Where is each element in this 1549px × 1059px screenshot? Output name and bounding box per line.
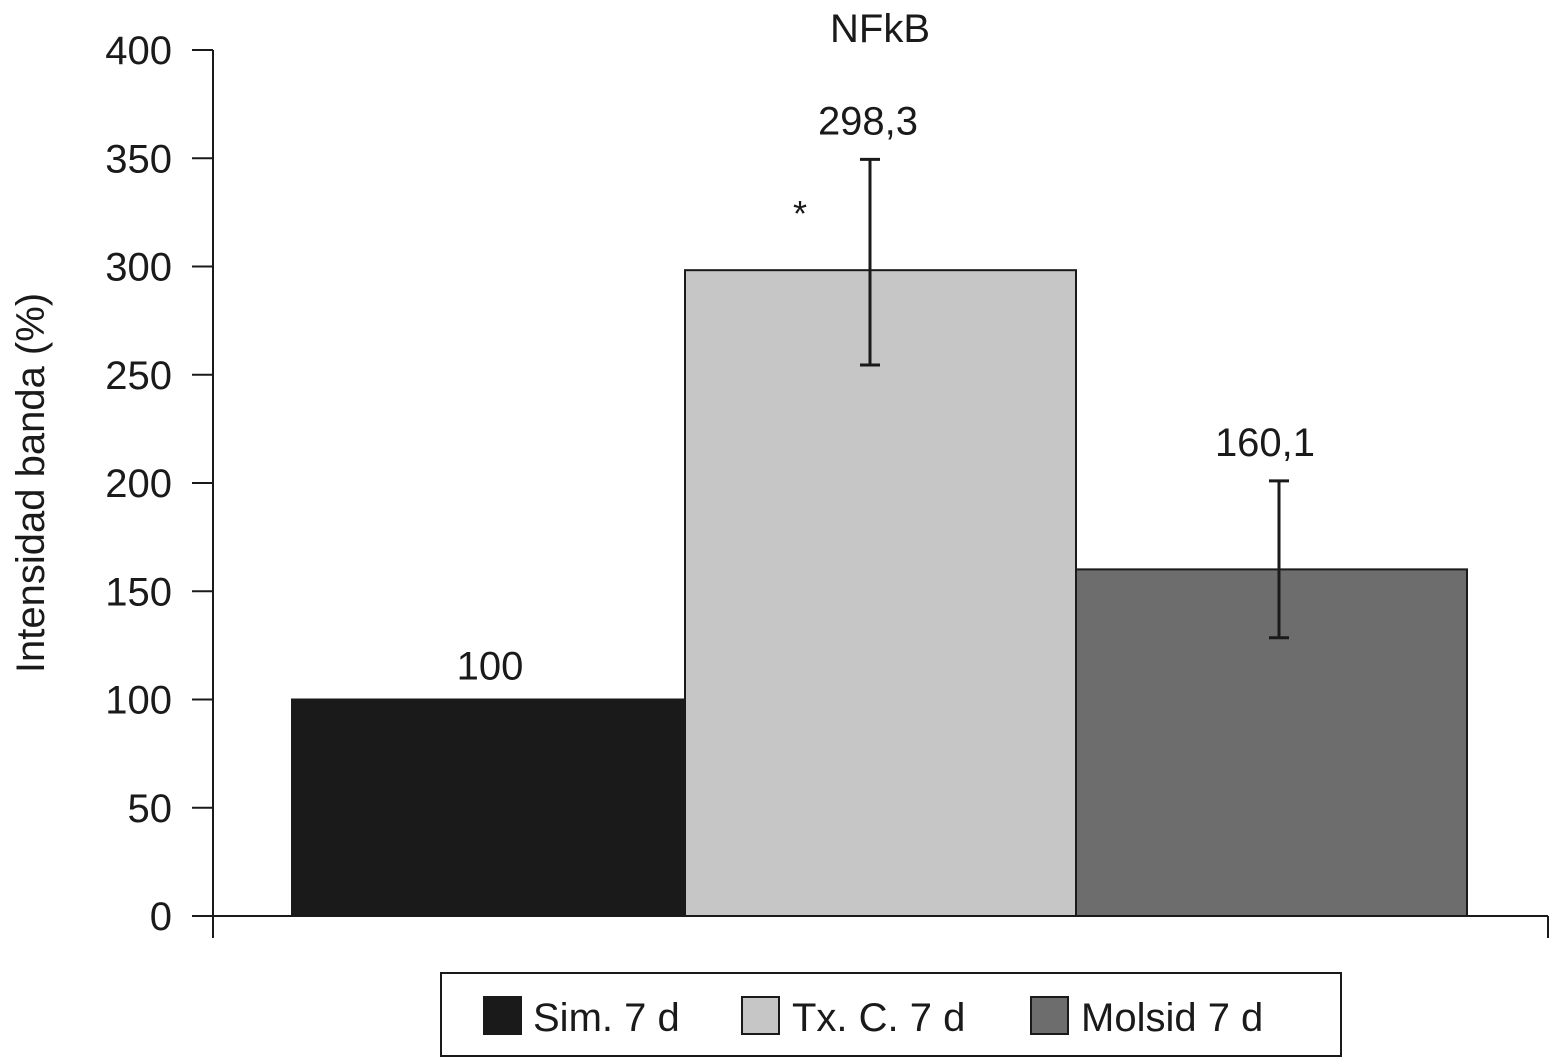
y-tick-label: 400 [105, 29, 172, 73]
legend-swatch [483, 996, 522, 1035]
y-tick-label: 250 [105, 354, 172, 398]
y-tick-label: 150 [105, 570, 172, 614]
bar [684, 269, 1077, 918]
data-label: 298,3 [818, 99, 918, 143]
y-axis: 0 50 100 150 200 250 300 350 400 [105, 29, 214, 939]
bars: 100 298,3 * 160,1 [291, 99, 1468, 918]
significance-marker: * [793, 193, 807, 234]
data-label: 100 [457, 645, 524, 689]
legend-label: Molsid 7 d [1081, 996, 1263, 1040]
chart-title: NFkB [830, 7, 930, 51]
y-tick-label: 200 [105, 462, 172, 506]
data-label: 160,1 [1215, 421, 1315, 465]
legend: Sim. 7 d Tx. C. 7 d Molsid 7 d [440, 972, 1342, 1057]
x-axis [192, 915, 1549, 938]
y-axis-label: Intensidad banda (%) [9, 293, 53, 673]
legend-label: Tx. C. 7 d [792, 996, 965, 1040]
y-tick-label: 300 [105, 246, 172, 290]
y-tick-label: 350 [105, 137, 172, 181]
y-tick-label: 100 [105, 679, 172, 723]
legend-swatch [1030, 996, 1069, 1035]
legend-box [440, 972, 1342, 1057]
legend-label: Sim. 7 d [533, 996, 680, 1040]
bar [1075, 568, 1468, 917]
y-tick-label: 0 [150, 895, 172, 939]
y-tick-label: 50 [128, 787, 173, 831]
bar [291, 698, 686, 917]
legend-swatch [741, 996, 780, 1035]
